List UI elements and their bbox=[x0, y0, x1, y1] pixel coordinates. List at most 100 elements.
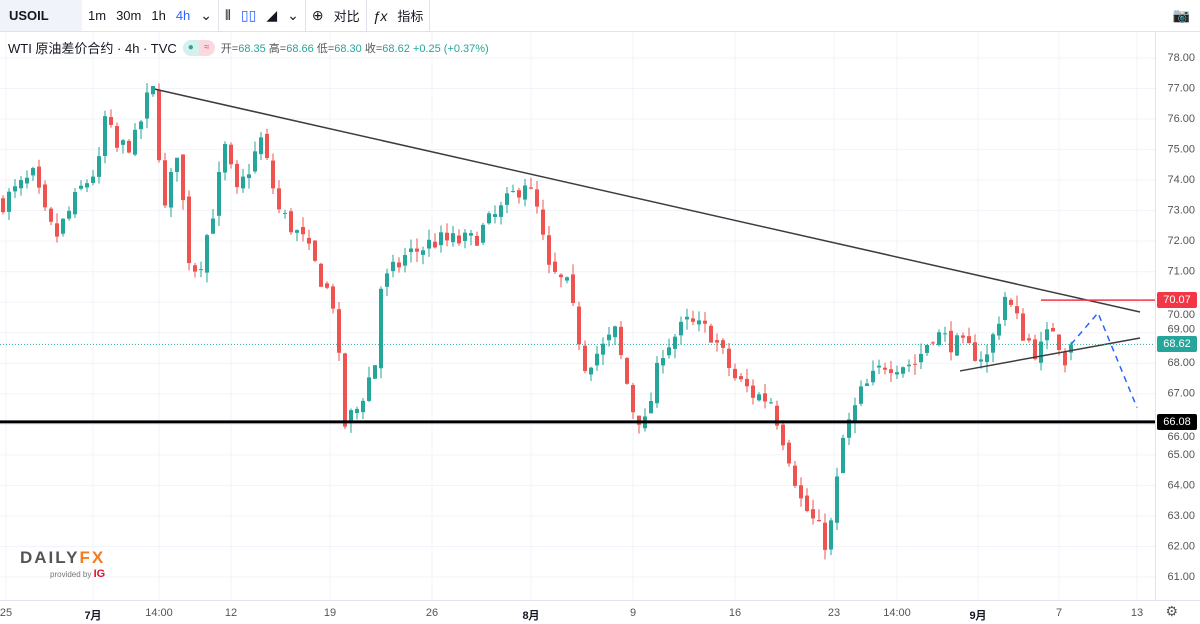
chevron-down-icon[interactable]: ⌄ bbox=[200, 7, 213, 23]
x-tick-label: 19 bbox=[323, 607, 337, 619]
area-chart-icon[interactable]: ◢ bbox=[266, 7, 278, 23]
low-value: 68.30 bbox=[334, 42, 362, 55]
candle-body bbox=[73, 191, 77, 215]
x-tick-label: 12 bbox=[224, 607, 238, 619]
x-tick-label: 8月 bbox=[522, 610, 540, 622]
candle-body bbox=[109, 116, 113, 125]
candle-body bbox=[529, 187, 533, 189]
indicators-button[interactable]: ƒx 指标 bbox=[367, 0, 431, 31]
candle-body bbox=[385, 273, 389, 287]
candle-body bbox=[673, 336, 677, 349]
resistance-price-tag: 70.07 bbox=[1157, 292, 1197, 309]
candle-body bbox=[625, 357, 629, 384]
candle-body bbox=[307, 237, 311, 244]
candle-body bbox=[7, 191, 11, 212]
candle-body bbox=[469, 233, 473, 236]
plus-circle-icon: ⊕ bbox=[311, 7, 324, 23]
candle-body bbox=[523, 185, 527, 200]
y-tick-label: 73.00 bbox=[1167, 205, 1195, 217]
candle-body bbox=[733, 368, 737, 379]
timeframe-4h[interactable]: 4h bbox=[175, 8, 191, 23]
price-chart[interactable]: 78.00 77.00 76.00 75.00 74.00 73.00 72.00 71.00… bbox=[0, 32, 1200, 600]
x-tick-label: 14:00 bbox=[883, 607, 911, 619]
y-tick-label: 78.00 bbox=[1167, 52, 1195, 64]
candle-body bbox=[463, 232, 467, 241]
close-label: 收= bbox=[364, 42, 383, 55]
bar-chart-icon[interactable]: ⫴ bbox=[225, 7, 231, 23]
candlestick-icon[interactable]: ▯▯ bbox=[240, 7, 257, 23]
candle-body bbox=[433, 241, 437, 248]
candle-body bbox=[907, 364, 911, 367]
last-price-tag: 68.62 bbox=[1157, 336, 1197, 353]
candle-body bbox=[577, 306, 581, 345]
y-tick-label: 74.00 bbox=[1167, 174, 1195, 186]
x-tick-label: 14:00 bbox=[145, 607, 173, 619]
candle-body bbox=[271, 160, 275, 189]
candle-body bbox=[571, 274, 575, 303]
descending-trendline bbox=[154, 88, 1141, 313]
candle-body bbox=[1045, 329, 1049, 341]
legend-title: WTI 原油差价合约 · 4h · TVC bbox=[8, 41, 177, 56]
candle-body bbox=[1009, 299, 1013, 305]
candle-body bbox=[283, 212, 287, 214]
logo-brand: DAILYFX bbox=[20, 548, 106, 567]
candle-body bbox=[253, 151, 257, 172]
candle-body bbox=[607, 334, 611, 341]
candle-body bbox=[1039, 341, 1043, 363]
compare-label: 对比 bbox=[333, 9, 360, 24]
candle-body bbox=[349, 410, 353, 423]
settings-gear-icon[interactable]: ⚙ bbox=[1165, 603, 1178, 619]
candle-body bbox=[613, 326, 617, 338]
candle-body bbox=[193, 265, 197, 272]
time-axis[interactable]: 25 7月 14:00 12 19 26 8月 9 16 23 14:00 9月 7 13 bbox=[0, 600, 1200, 624]
y-tick-label: 71.00 bbox=[1167, 266, 1195, 278]
candle-body bbox=[553, 261, 557, 272]
candle-body bbox=[247, 174, 251, 179]
candle-body bbox=[205, 235, 209, 273]
candle-body bbox=[997, 323, 1001, 336]
candle-body bbox=[727, 348, 731, 368]
symbol-search[interactable]: USOIL bbox=[0, 0, 82, 31]
candle-body bbox=[367, 377, 371, 402]
candle-body bbox=[43, 184, 47, 208]
candle-body bbox=[835, 476, 839, 523]
timeframe-1m[interactable]: 1m bbox=[88, 8, 107, 23]
y-tick-label: 77.00 bbox=[1167, 82, 1195, 94]
camera-icon[interactable]: 📷 bbox=[1172, 7, 1190, 23]
candle-body bbox=[49, 208, 53, 222]
candle-body bbox=[379, 288, 383, 369]
x-tick-label: 16 bbox=[728, 607, 742, 619]
candle-body bbox=[757, 394, 761, 401]
candle-body bbox=[547, 235, 551, 265]
candle-body bbox=[1051, 327, 1055, 332]
candle-body bbox=[457, 235, 461, 244]
delay-icon: ≈ bbox=[198, 39, 215, 56]
chevron-down-icon[interactable]: ⌄ bbox=[287, 7, 299, 23]
status-pill[interactable]: ● ≈ bbox=[182, 39, 215, 56]
candle-body bbox=[133, 129, 137, 155]
timeframe-30m[interactable]: 30m bbox=[116, 8, 142, 23]
candle-body bbox=[937, 332, 941, 345]
candle-body bbox=[931, 342, 935, 344]
function-icon: ƒx bbox=[372, 7, 388, 24]
candle-body bbox=[181, 154, 185, 201]
candle-body bbox=[229, 144, 233, 165]
candle-body bbox=[157, 89, 161, 161]
candle-body bbox=[697, 320, 701, 325]
candle-body bbox=[13, 186, 17, 192]
compare-button[interactable]: ⊕ 对比 bbox=[306, 0, 367, 31]
candle-body bbox=[1057, 334, 1061, 351]
candle-body bbox=[421, 250, 425, 255]
candle-body bbox=[811, 509, 815, 519]
candle-body bbox=[1003, 296, 1007, 321]
candle-body bbox=[19, 180, 23, 189]
candle-body bbox=[541, 209, 545, 235]
candle-body bbox=[451, 233, 455, 243]
candle-body bbox=[235, 163, 239, 188]
candle-body bbox=[355, 408, 359, 414]
candle-body bbox=[277, 188, 281, 210]
candle-body bbox=[805, 495, 809, 512]
candle-body bbox=[649, 401, 653, 414]
candle-body bbox=[67, 210, 71, 219]
timeframe-1h[interactable]: 1h bbox=[151, 8, 166, 23]
